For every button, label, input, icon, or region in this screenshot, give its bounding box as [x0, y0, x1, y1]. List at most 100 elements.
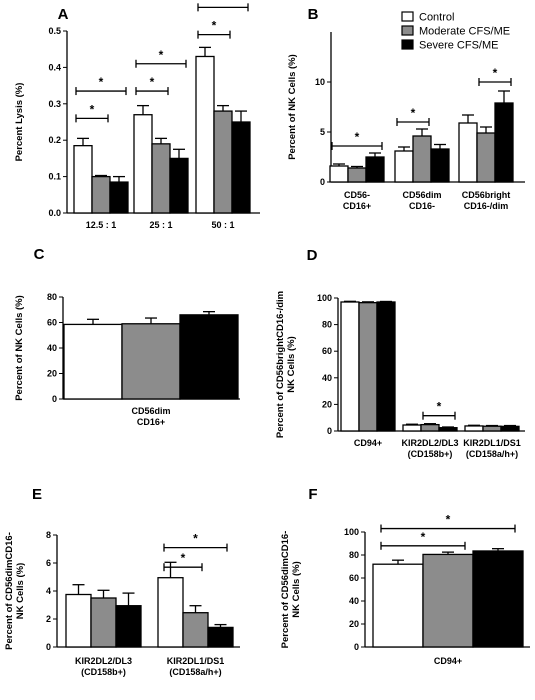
- chart-a-bar: [73, 145, 93, 214]
- chart-f-y-tick-label: 40: [349, 596, 359, 606]
- legend-swatch: [401, 11, 414, 22]
- chart-b-bar: [476, 132, 496, 183]
- chart-b-panel-letter: B: [308, 6, 319, 23]
- legend-label: Control: [419, 12, 454, 24]
- chart-b-significance-star: *: [411, 106, 416, 120]
- chart-a-bar: [169, 157, 189, 214]
- chart-d-y-axis-label: NK Cells (%): [286, 336, 297, 392]
- chart-d-y-tick-label: 80: [322, 320, 332, 330]
- chart-d-y-tick-label: 100: [317, 293, 332, 303]
- chart-d-panel-letter: D: [307, 247, 318, 264]
- chart-b-x-tick-label: CD16-/dim: [464, 201, 509, 211]
- chart-b-bar: [365, 156, 385, 183]
- chart-d-bar: [376, 301, 396, 432]
- chart-a-y-tick-label: 0.0: [48, 208, 61, 218]
- chart-e-bar: [182, 612, 209, 648]
- chart-a-y-tick-label: 0.4: [48, 62, 61, 72]
- chart-d-bar: [402, 424, 422, 432]
- chart-d-bar: [420, 423, 440, 432]
- chart-f-significance-star: *: [446, 513, 451, 527]
- chart-a-significance-star: *: [221, 0, 226, 5]
- chart-f-bar: [422, 553, 474, 648]
- chart-a-x-tick-label: 50 : 1: [211, 220, 234, 230]
- chart-a-x-tick-label: 12.5 : 1: [86, 220, 117, 230]
- chart-f-y-axis-label: Percent of CD56dimCD16-: [280, 531, 291, 649]
- chart-b-x-tick-label: CD16+: [343, 201, 371, 211]
- chart-b-bar: [347, 167, 367, 183]
- chart-e-bar: [115, 605, 142, 648]
- legend-label: Severe CFS/ME: [419, 40, 498, 52]
- chart-a-bar: [195, 55, 215, 214]
- chart-d-bar: [500, 425, 520, 432]
- chart-e-y-tick-label: 4: [46, 586, 51, 596]
- chart-a-y-tick-label: 0.1: [48, 172, 61, 182]
- chart-b-bar: [412, 135, 432, 183]
- chart-c-y-tick-label: 60: [47, 318, 57, 328]
- chart-b-x-tick-label: CD16-: [409, 201, 435, 211]
- chart-a-panel-letter: A: [58, 6, 69, 23]
- chart-d-y-tick-label: 20: [322, 399, 332, 409]
- chart-a-y-tick-label: 0.3: [48, 99, 61, 109]
- chart-e-significance-star: *: [193, 532, 198, 546]
- chart-e-bar: [90, 597, 117, 648]
- chart-d-y-axis-label: Percent of CD56brightCD16-/dim: [275, 291, 286, 438]
- chart-a-bar: [109, 181, 129, 214]
- chart-e-y-tick-label: 6: [46, 558, 51, 568]
- chart-e-x-tick-label: (CD158b+): [81, 667, 126, 677]
- chart-c-y-tick-label: 20: [47, 369, 57, 379]
- chart-a-bar: [213, 110, 233, 214]
- chart-f-y-tick-label: 60: [349, 573, 359, 583]
- chart-e-bar: [157, 577, 184, 648]
- chart-a-bar: [133, 114, 153, 214]
- chart-c-y-tick-label: 80: [47, 292, 57, 302]
- chart-a-significance-star: *: [159, 48, 164, 62]
- chart-e-y-axis-label: NK Cells (%): [15, 563, 26, 619]
- legend-swatch: [401, 25, 414, 36]
- chart-e-bar: [207, 626, 234, 648]
- chart-e-y-axis-label: Percent of CD56dimCD16-: [4, 532, 15, 650]
- chart-d-x-tick-label: KIR2DL2/DL3: [401, 438, 458, 448]
- chart-b-x-tick-label: CD56bright: [462, 190, 511, 200]
- chart-e-x-tick-label: KIR2DL1/DS1: [167, 656, 225, 666]
- chart-d-bar: [340, 301, 360, 432]
- chart-c-y-axis-label: Percent of NK Cells (%): [14, 295, 25, 401]
- chart-a-bar: [231, 121, 251, 214]
- chart-f-x-tick-label: CD94+: [434, 656, 462, 666]
- chart-d-bar: [438, 427, 458, 432]
- chart-b-x-tick-label: CD56-: [344, 190, 370, 200]
- chart-f-y-tick-label: 80: [349, 550, 359, 560]
- chart-d-bar: [482, 425, 502, 432]
- chart-a-significance-star: *: [99, 75, 104, 89]
- chart-f-panel-letter: F: [308, 486, 317, 503]
- chart-a-y-tick-label: 0.5: [48, 26, 61, 36]
- chart-c-panel-letter: C: [34, 246, 45, 263]
- chart-c-bar: [179, 314, 239, 400]
- chart-e-y-tick-label: 2: [46, 614, 51, 624]
- chart-c-y-tick-label: 0: [52, 394, 57, 404]
- chart-b-bar: [494, 102, 514, 183]
- chart-b-x-tick-label: CD56dim: [402, 190, 441, 200]
- chart-b-bar: [458, 122, 478, 183]
- chart-d-x-tick-label: (CD158a/h+): [466, 449, 518, 459]
- chart-b-bar: [394, 150, 414, 183]
- chart-a-significance-star: *: [90, 102, 95, 116]
- chart-c-bar: [121, 323, 181, 400]
- chart-b-y-tick-label: 0: [320, 177, 325, 187]
- chart-f-bar: [372, 563, 424, 648]
- chart-a-y-axis-label: Percent Lysis (%): [14, 83, 25, 162]
- chart-a-bar: [91, 175, 111, 214]
- chart-d-y-tick-label: 0: [327, 426, 332, 436]
- chart-e-y-tick-label: 0: [46, 642, 51, 652]
- chart-f-significance-star: *: [421, 530, 426, 544]
- chart-f-y-tick-label: 20: [349, 619, 359, 629]
- chart-b-y-tick-label: 10: [315, 77, 325, 87]
- chart-b-bar: [430, 148, 450, 183]
- legend-label: Moderate CFS/ME: [419, 26, 510, 38]
- chart-d-x-tick-label: CD94+: [354, 438, 382, 448]
- chart-b-bar: [329, 165, 349, 183]
- chart-c-x-tick-label: CD56dim: [131, 406, 170, 416]
- chart-e-x-tick-label: KIR2DL2/DL3: [75, 656, 132, 666]
- chart-c-y-tick-label: 40: [47, 343, 57, 353]
- chart-a-bar: [151, 143, 171, 214]
- chart-f-y-axis-label: NK Cells (%): [291, 561, 302, 617]
